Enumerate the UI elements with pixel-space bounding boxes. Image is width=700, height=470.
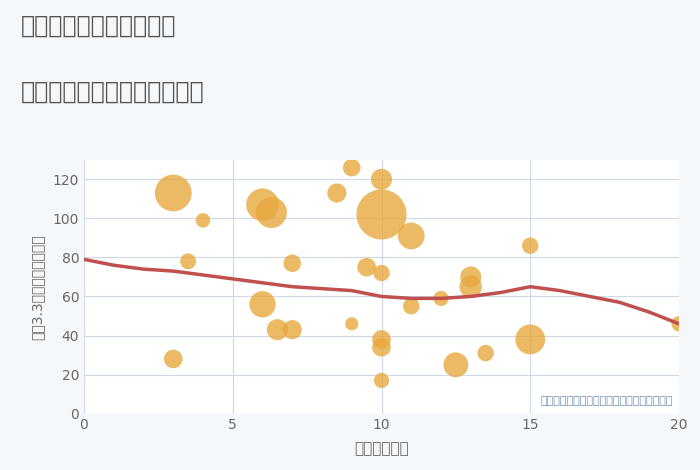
Point — [168, 355, 179, 363]
X-axis label: 駅距離（分）: 駅距離（分） — [354, 441, 409, 456]
Point — [257, 300, 268, 308]
Point — [183, 258, 194, 265]
Point — [406, 232, 417, 240]
Point — [435, 295, 447, 302]
Text: 駅距離別中古マンション価格: 駅距離別中古マンション価格 — [21, 80, 204, 104]
Y-axis label: 坪（3.3㎡）単価（万円）: 坪（3.3㎡）単価（万円） — [30, 234, 44, 339]
Point — [525, 242, 536, 250]
Point — [376, 344, 387, 351]
Text: 円の大きさは、取引のあった物件面積を示す: 円の大きさは、取引のあった物件面積を示す — [540, 396, 673, 406]
Point — [168, 189, 179, 197]
Point — [465, 273, 476, 281]
Point — [346, 320, 357, 328]
Text: 三重県四日市市札場町の: 三重県四日市市札場町の — [21, 14, 176, 38]
Point — [266, 209, 277, 216]
Point — [272, 326, 283, 333]
Point — [376, 211, 387, 218]
Point — [673, 320, 685, 328]
Point — [331, 189, 342, 197]
Point — [346, 164, 357, 172]
Point — [361, 263, 372, 271]
Point — [287, 326, 298, 333]
Point — [197, 217, 209, 224]
Point — [465, 283, 476, 290]
Point — [287, 259, 298, 267]
Point — [406, 303, 417, 310]
Point — [376, 269, 387, 277]
Point — [480, 349, 491, 357]
Point — [257, 201, 268, 209]
Point — [376, 176, 387, 183]
Point — [525, 336, 536, 343]
Point — [376, 336, 387, 343]
Point — [450, 361, 461, 368]
Point — [376, 376, 387, 384]
